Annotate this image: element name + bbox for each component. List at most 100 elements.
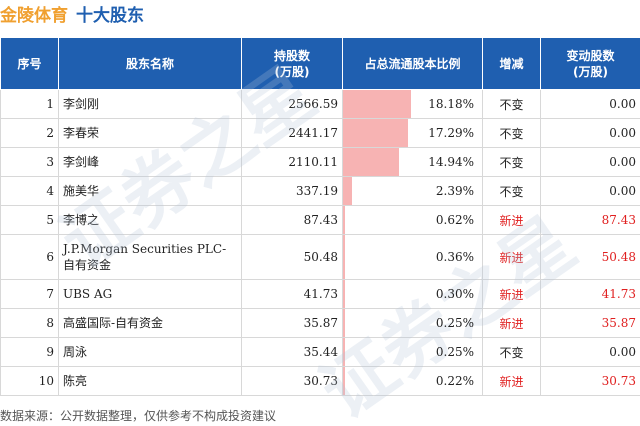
ratio-value: 14.94%: [428, 155, 474, 169]
header-delta: 变动股数 (万股): [540, 37, 640, 90]
change-cell: 不变: [482, 176, 541, 206]
table-row: 9 周泳 35.44 0.25% 不变 0.00: [0, 337, 640, 367]
ratio-value: 0.30%: [435, 287, 474, 301]
holder-name-cell: J.P.Morgan Securities PLC-自有资金: [58, 234, 242, 280]
ratio-value: 17.29%: [428, 126, 474, 140]
ratio-cell: 0.30%: [342, 279, 483, 309]
delta-cell: 0.00: [540, 118, 640, 148]
change-cell: 新进: [482, 234, 541, 280]
holder-name-cell: 陈亮: [58, 366, 242, 396]
change-cell: 新进: [482, 205, 541, 235]
header-holder-name: 股东名称: [58, 37, 242, 90]
shares-cell: 41.73: [241, 279, 343, 309]
delta-cell: 0.00: [540, 337, 640, 367]
ratio-bar: [343, 309, 345, 337]
ratio-bar: [343, 280, 345, 308]
change-cell: 新进: [482, 279, 541, 309]
shares-cell: 2566.59: [241, 89, 343, 119]
shares-cell: 2110.11: [241, 147, 343, 177]
ratio-cell: 0.25%: [342, 308, 483, 338]
ratio-bar: [343, 177, 352, 205]
ratio-bar: [343, 367, 345, 395]
delta-cell: 0.00: [540, 89, 640, 119]
table-row: 3 李剑峰 2110.11 14.94% 不变 0.00: [0, 147, 640, 177]
table-row: 6 J.P.Morgan Securities PLC-自有资金 50.48 0.36…: [0, 234, 640, 280]
rank-cell: 1: [0, 89, 59, 119]
change-cell: 新进: [482, 308, 541, 338]
rank-cell: 3: [0, 147, 59, 177]
ratio-value: 0.22%: [435, 374, 474, 388]
ratio-bar: [343, 206, 346, 234]
header-shares: 持股数 (万股): [241, 37, 343, 90]
rank-cell: 7: [0, 279, 59, 309]
ratio-cell: 0.25%: [342, 337, 483, 367]
shares-cell: 50.48: [241, 234, 343, 280]
ratio-cell: 17.29%: [342, 118, 483, 148]
table-row: 8 高盛国际-自有资金 35.87 0.25% 新进 35.87: [0, 308, 640, 338]
header-rank: 序号: [0, 37, 59, 90]
rank-cell: 9: [0, 337, 59, 367]
holder-name-cell: UBS AG: [58, 279, 242, 309]
shares-cell: 35.44: [241, 337, 343, 367]
change-cell: 不变: [482, 89, 541, 119]
table-row: 1 李剑刚 2566.59 18.18% 不变 0.00: [0, 89, 640, 119]
holder-name-cell: 李剑刚: [58, 89, 242, 119]
shares-cell: 2441.17: [241, 118, 343, 148]
delta-cell: 30.73: [540, 366, 640, 396]
page-title: 金陵体育 十大股东: [0, 0, 144, 32]
rank-cell: 5: [0, 205, 59, 235]
delta-cell: 35.87: [540, 308, 640, 338]
shares-cell: 30.73: [241, 366, 343, 396]
ratio-value: 0.62%: [435, 213, 474, 227]
ratio-cell: 2.39%: [342, 176, 483, 206]
rank-cell: 8: [0, 308, 59, 338]
rank-cell: 10: [0, 366, 59, 396]
ratio-cell: 18.18%: [342, 89, 483, 119]
rank-cell: 6: [0, 234, 59, 280]
top-shareholders-table: 序号 股东名称 持股数 (万股) 占总流通股本比例 增减 变动股数 (万股) 1…: [0, 37, 640, 396]
holder-name-cell: 施美华: [58, 176, 242, 206]
table-row: 10 陈亮 30.73 0.22% 新进 30.73: [0, 366, 640, 396]
delta-cell: 0.00: [540, 147, 640, 177]
ratio-cell: 0.36%: [342, 234, 483, 280]
ratio-cell: 14.94%: [342, 147, 483, 177]
ratio-bar: [343, 235, 345, 279]
table-row: 7 UBS AG 41.73 0.30% 新进 41.73: [0, 279, 640, 309]
holder-name-cell: 周泳: [58, 337, 242, 367]
table-row: 2 李春荣 2441.17 17.29% 不变 0.00: [0, 118, 640, 148]
ratio-cell: 0.62%: [342, 205, 483, 235]
ratio-value: 0.36%: [435, 250, 474, 264]
rank-cell: 2: [0, 118, 59, 148]
change-cell: 不变: [482, 118, 541, 148]
delta-cell: 0.00: [540, 176, 640, 206]
holder-name-cell: 李春荣: [58, 118, 242, 148]
shares-cell: 87.43: [241, 205, 343, 235]
ratio-value: 0.25%: [435, 345, 474, 359]
change-cell: 不变: [482, 147, 541, 177]
delta-cell: 41.73: [540, 279, 640, 309]
change-cell: 不变: [482, 337, 541, 367]
delta-cell: 87.43: [540, 205, 640, 235]
table-row: 4 施美华 337.19 2.39% 不变 0.00: [0, 176, 640, 206]
table-header-row: 序号 股东名称 持股数 (万股) 占总流通股本比例 增减 变动股数 (万股): [0, 37, 640, 90]
delta-cell: 50.48: [540, 234, 640, 280]
company-name: 金陵体育: [0, 6, 68, 26]
ratio-value: 0.25%: [435, 316, 474, 330]
holder-name-cell: 李剑峰: [58, 147, 242, 177]
data-source-note: 数据来源：公开数据整理，仅供参考不构成投资建议: [0, 409, 277, 423]
section-title: 十大股东: [76, 6, 144, 26]
ratio-bar: [343, 148, 399, 176]
shares-cell: 35.87: [241, 308, 343, 338]
holder-name-cell: 高盛国际-自有资金: [58, 308, 242, 338]
ratio-bar: [343, 119, 408, 147]
change-cell: 新进: [482, 366, 541, 396]
header-change: 增减: [482, 37, 541, 90]
table-row: 5 李博之 87.43 0.62% 新进 87.43: [0, 205, 640, 235]
ratio-cell: 0.22%: [342, 366, 483, 396]
ratio-bar: [343, 338, 345, 366]
ratio-value: 2.39%: [435, 184, 474, 198]
rank-cell: 4: [0, 176, 59, 206]
ratio-bar: [343, 90, 411, 118]
ratio-value: 18.18%: [428, 97, 474, 111]
header-ratio: 占总流通股本比例: [342, 37, 483, 90]
